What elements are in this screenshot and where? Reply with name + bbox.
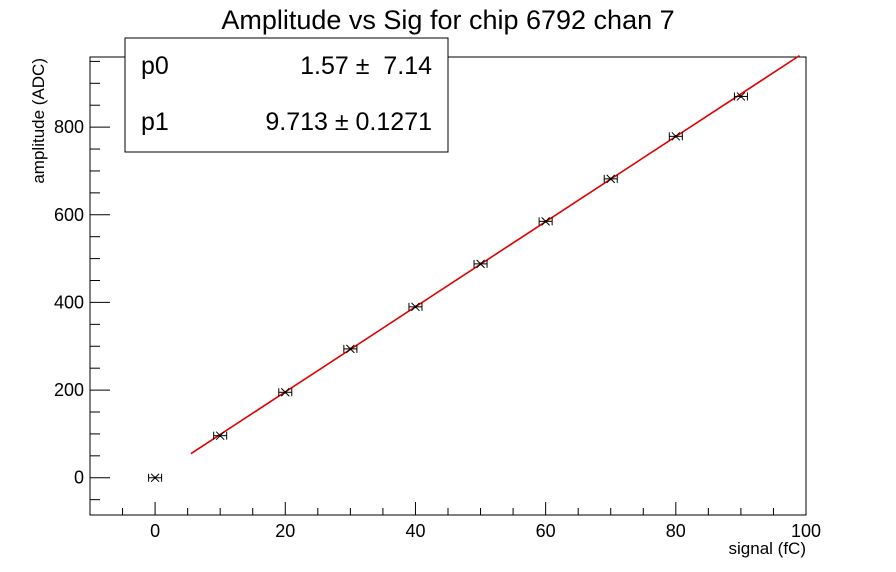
y-axis-ticks: 0 200 400 600 800 [54,60,110,501]
y-axis-title: amplitude (ADC) [29,58,48,184]
chart-title: Amplitude vs Sig for chip 6792 chan 7 [221,5,674,35]
x-axis-title: signal (fC) [729,539,806,558]
stat-p1-name: p1 [141,108,169,136]
fit-layer [190,54,800,455]
x-tick-label: 60 [536,521,556,541]
data-point [408,302,423,312]
y-tick-label: 0 [74,468,84,488]
y-tick-label: 200 [54,380,84,400]
y-tick-label: 800 [54,117,84,137]
y-tick-label: 400 [54,292,84,312]
data-point [343,344,358,354]
point-marker [541,217,550,226]
point-marker [476,259,485,269]
y-tick-label: 600 [54,205,84,225]
x-tick-label: 100 [791,521,821,541]
x-tick-label: 20 [275,521,295,541]
stats-box-border [124,37,449,153]
point-marker [606,174,616,184]
stat-p1-value: 9.713 ± 0.1271 [265,108,432,136]
stat-p0-value: 1.57 ± 7.14 [300,52,432,80]
data-point [603,174,618,184]
point-marker [215,431,225,441]
data-point [278,387,293,397]
point-marker [280,387,290,397]
points-layer [148,92,748,483]
data-point [213,431,228,441]
data-point [538,217,553,226]
data-point [668,131,683,141]
point-marker [671,131,681,141]
x-tick-label: 80 [666,521,686,541]
x-tick-label: 0 [150,521,160,541]
point-marker [346,344,355,354]
data-point [148,473,163,483]
fit-line [190,54,800,455]
data-point [733,92,748,101]
x-tick-label: 40 [405,521,425,541]
x-axis-ticks: 0 20 40 60 80 100 [89,502,821,541]
point-marker [150,473,160,483]
point-marker [411,302,420,312]
stat-p0-name: p0 [141,52,169,80]
point-marker [736,92,746,101]
fit-stats-box: p0 1.57 ± 7.14 p1 9.713 ± 0.1271 [124,37,449,153]
data-point [473,259,488,269]
